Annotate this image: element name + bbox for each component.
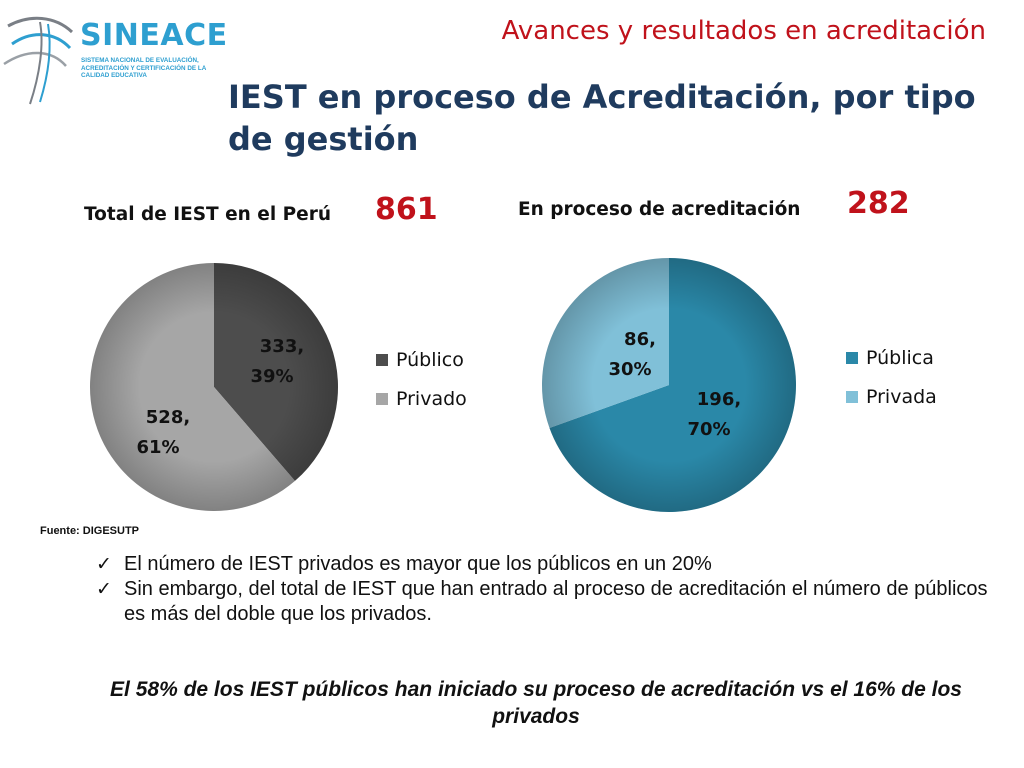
pie-slice-privada <box>542 258 669 428</box>
pie-slice-público <box>214 263 338 481</box>
bullet-list: ✓ El número de IEST privados es mayor qu… <box>96 552 996 627</box>
legend-label: Pública <box>866 346 934 369</box>
legend-label: Privada <box>866 385 937 408</box>
legend-item-privado: Privado <box>376 379 467 418</box>
chart-2-total: 282 <box>847 186 910 221</box>
logo-wordmark: SINEACE <box>80 18 228 53</box>
pie-slice-privado <box>89 263 295 511</box>
pie-data-label: 86, 30% <box>608 329 655 380</box>
pie-data-label: 333, 39% <box>250 336 304 387</box>
check-icon: ✓ <box>96 553 112 575</box>
pie-data-label: 528, 61% <box>136 407 190 458</box>
legend-item-publico: Público <box>376 340 467 379</box>
chart-1-legend: Público Privado <box>376 340 467 418</box>
legend-swatch-publica <box>846 351 858 364</box>
bullet-text: Sin embargo, del total de IEST que han e… <box>124 578 988 625</box>
pie-chart-total: 333, 39% 528, 61% <box>89 263 338 511</box>
legend-item-privada: Privada <box>846 377 937 416</box>
pie-chart-proceso: 196, 70% 86, 30% <box>542 258 796 512</box>
legend-item-publica: Pública <box>846 338 937 377</box>
chart-2-legend: Pública Privada <box>846 338 937 416</box>
pie-slice-pública <box>549 258 796 512</box>
chart-2-title: En proceso de acreditación <box>518 199 801 220</box>
bullet-item: ✓ El número de IEST privados es mayor qu… <box>96 552 996 577</box>
legend-label: Privado <box>396 387 467 410</box>
legend-swatch-privada <box>846 390 858 403</box>
chart-1-total: 861 <box>375 192 438 227</box>
legend-label: Público <box>396 348 464 371</box>
logo-mark-icon <box>3 16 74 105</box>
sineace-logo: SINEACE Sistema Nacional de Evaluación, … <box>0 0 227 110</box>
source-note: Fuente: DIGESUTP <box>40 525 140 537</box>
header-title: Avances y resultados en acreditación <box>501 16 986 46</box>
legend-swatch-privado <box>376 392 388 405</box>
pie-shading <box>90 263 338 511</box>
conclusion-text: El 58% de los IEST públicos han iniciado… <box>110 678 962 728</box>
pie-data-label: 196, 70% <box>687 389 741 440</box>
bullet-text: El número de IEST privados es mayor que … <box>124 553 712 575</box>
pie-shading <box>542 258 796 512</box>
bullet-item: ✓ Sin embargo, del total de IEST que han… <box>96 577 996 627</box>
check-icon: ✓ <box>96 578 112 600</box>
legend-swatch-publico <box>376 353 388 366</box>
chart-1-title: Total de IEST en el Perú <box>84 204 332 225</box>
page-title: IEST en proceso de Acreditación, por tip… <box>228 78 976 158</box>
logo-tagline: Sistema Nacional de Evaluación, Acredita… <box>81 57 207 79</box>
